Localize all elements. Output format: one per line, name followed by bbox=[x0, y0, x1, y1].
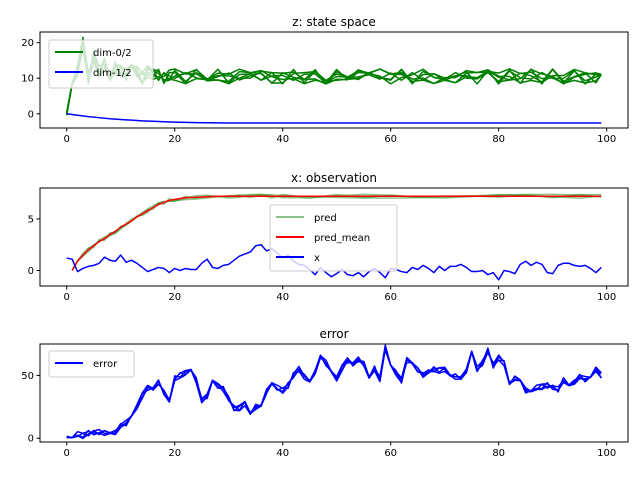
y-tick-label: 0 bbox=[28, 266, 34, 277]
legend-label: dim-0/2 bbox=[93, 48, 132, 59]
y-tick-label: 20 bbox=[21, 38, 34, 49]
x-tick-label: 0 bbox=[64, 292, 70, 303]
y-tick-label: 50 bbox=[21, 371, 34, 382]
axes-frame bbox=[39, 187, 629, 287]
series-line-error bbox=[66, 347, 602, 439]
y-tick-label: 0 bbox=[28, 109, 34, 120]
x-tick-label: 100 bbox=[597, 292, 616, 303]
y-tick-label: 0 bbox=[28, 434, 34, 445]
legend-label: error bbox=[93, 359, 118, 370]
x-tick-label: 100 bbox=[597, 448, 616, 459]
y-tick-label: 10 bbox=[21, 74, 34, 85]
x-tick-label: 20 bbox=[168, 134, 181, 145]
y-tick-label: 5 bbox=[28, 214, 34, 225]
axes-frame bbox=[39, 343, 629, 443]
chart-panel-3: error 0 20 40 60 80 100 0 50 error bbox=[21, 327, 629, 459]
series-line-pred-mean bbox=[71, 195, 602, 271]
x-tick-label: 60 bbox=[384, 292, 397, 303]
x-tick-label: 40 bbox=[276, 448, 289, 459]
x-tick-label: 80 bbox=[492, 292, 505, 303]
x-tick-label: 0 bbox=[64, 134, 70, 145]
series-group bbox=[66, 193, 602, 281]
x-tick-label: 20 bbox=[168, 448, 181, 459]
x-tick-label: 100 bbox=[597, 134, 616, 145]
x-tick-label: 80 bbox=[492, 448, 505, 459]
series-line-dim-1-2 bbox=[66, 113, 602, 124]
chart-panel-2: x: observation 0 20 40 60 80 100 0 5 pred pred_mea… bbox=[28, 171, 629, 303]
series-group bbox=[66, 344, 602, 440]
x-tick-label: 60 bbox=[384, 134, 397, 145]
legend: dim-0/2 dim-1/2 bbox=[48, 39, 154, 89]
x-tick-label: 40 bbox=[276, 134, 289, 145]
x-tick-label: 0 bbox=[64, 448, 70, 459]
series-line-error bbox=[66, 344, 602, 440]
axes-frame bbox=[39, 31, 629, 129]
legend-label: pred bbox=[314, 213, 337, 224]
chart-title: z: state space bbox=[292, 15, 376, 29]
x-tick-label: 60 bbox=[384, 448, 397, 459]
legend-box bbox=[48, 350, 135, 378]
x-tick-label: 80 bbox=[492, 134, 505, 145]
x-tick-label: 40 bbox=[276, 292, 289, 303]
legend-label: dim-1/2 bbox=[93, 68, 132, 79]
legend-box bbox=[269, 204, 398, 272]
legend-label: x bbox=[314, 253, 320, 264]
series-line-x bbox=[66, 243, 602, 281]
x-tick-label: 20 bbox=[168, 292, 181, 303]
series-line-error bbox=[66, 346, 602, 439]
series-line-error bbox=[66, 348, 602, 439]
legend: error bbox=[48, 350, 135, 378]
chart-title: x: observation bbox=[291, 171, 377, 185]
series-line-pred bbox=[71, 193, 602, 271]
chart-title: error bbox=[319, 327, 348, 341]
legend-label: pred_mean bbox=[314, 233, 370, 244]
